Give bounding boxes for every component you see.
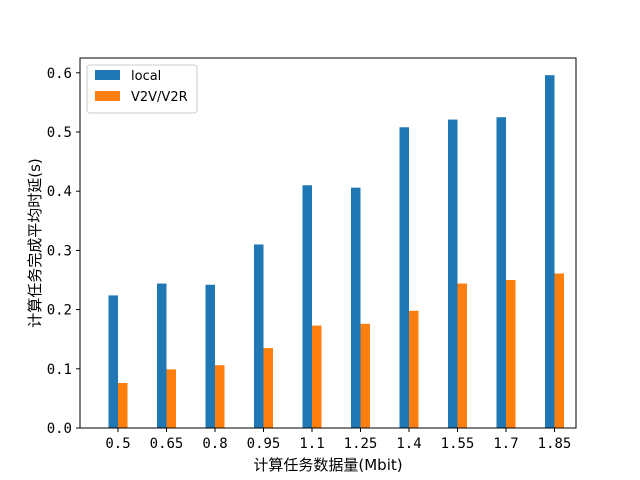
x-tick-label: 1.25 (344, 436, 378, 452)
x-tick-label: 1.1 (299, 436, 324, 452)
bar-local-1 (157, 283, 167, 428)
legend-label-local: local (131, 69, 161, 84)
x-tick-label: 0.8 (202, 436, 227, 452)
legend: local V2V/V2R (86, 64, 198, 114)
bar-local-7 (448, 119, 458, 429)
y-axis-label: 计算任务完成平均时延(s) (26, 158, 44, 328)
y-tick-label: 0.2 (47, 303, 72, 319)
legend-swatch-local (95, 70, 120, 80)
x-tick-label: 1.85 (538, 436, 572, 452)
bar-local-3 (254, 244, 264, 428)
x-tick-label: 0.95 (247, 436, 281, 452)
bar-local-4 (302, 185, 312, 428)
x-tick-label: 0.65 (150, 436, 184, 452)
y-tick-label: 0.6 (47, 66, 72, 82)
bars-layer (108, 75, 564, 429)
y-tick-label: 0.3 (47, 243, 72, 259)
y-tick-label: 0.5 (47, 125, 72, 141)
bar-v2v-v2r-8 (506, 280, 516, 428)
bar-local-8 (496, 117, 506, 428)
x-tick-label: 0.5 (105, 436, 130, 452)
x-tick-label: 1.55 (441, 436, 475, 452)
x-tick-label: 1.7 (493, 436, 518, 452)
bar-v2v-v2r-3 (263, 348, 273, 428)
bar-v2v-v2r-6 (409, 310, 419, 428)
y-tick-label: 0.4 (47, 184, 72, 200)
x-tick-label: 1.4 (396, 436, 421, 452)
bar-v2v-v2r-4 (312, 325, 322, 428)
y-tick-label: 0.1 (47, 362, 72, 378)
bar-local-6 (399, 127, 409, 428)
bar-v2v-v2r-1 (166, 369, 176, 428)
legend-label-v2v-v2r: V2V/V2R (131, 90, 188, 105)
bar-local-0 (108, 295, 118, 428)
x-axis-ticks: 0.5 0.65 0.8 0.95 1.1 1.25 1.4 1.55 1.7 1.85 (105, 428, 571, 452)
bar-v2v-v2r-2 (215, 365, 225, 428)
x-axis-label: 计算任务数据量(Mbit) (253, 456, 402, 474)
bar-v2v-v2r-7 (457, 283, 467, 428)
bar-local-9 (545, 75, 555, 428)
bar-v2v-v2r-5 (360, 323, 370, 428)
bar-v2v-v2r-0 (118, 383, 128, 428)
plot-frame (79, 57, 577, 429)
y-axis-ticks: 0.0 0.1 0.2 0.3 0.4 0.5 0.6 (47, 66, 80, 437)
bar-v2v-v2r-9 (554, 273, 564, 428)
y-tick-label: 0.0 (47, 421, 72, 437)
bar-local-2 (205, 284, 215, 428)
legend-swatch-v2v-v2r (95, 91, 120, 101)
bar-local-5 (351, 187, 361, 428)
